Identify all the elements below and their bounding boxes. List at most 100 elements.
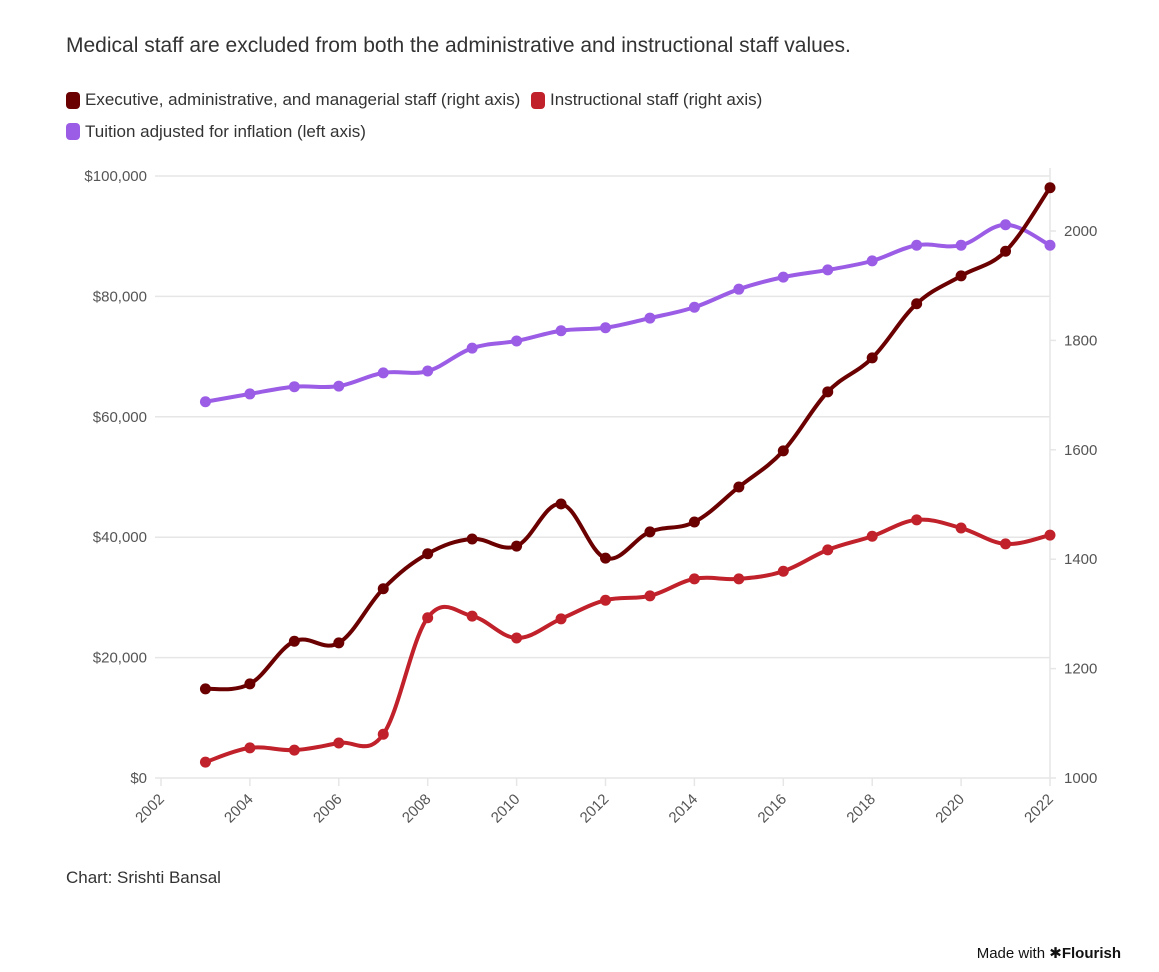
data-point-tuition	[688, 301, 700, 313]
data-point-tuition	[244, 388, 256, 400]
data-point-tuition	[911, 239, 923, 251]
right-axis-tick-label: 1800	[1064, 332, 1097, 349]
data-point-instructional-staff	[644, 590, 656, 602]
data-point-instructional-staff	[288, 744, 300, 756]
data-point-tuition	[1000, 219, 1012, 231]
legend: Executive, administrative, and manageria…	[66, 86, 966, 149]
legend-label: Tuition adjusted for inflation (left axi…	[85, 121, 366, 141]
x-axis-tick-label: 2022	[1021, 791, 1057, 827]
data-point-tuition	[288, 381, 300, 393]
data-point-tuition	[822, 264, 834, 276]
data-point-instructional-staff	[822, 544, 834, 556]
data-point-instructional-staff	[866, 530, 878, 542]
right-axis-tick-label: 1000	[1064, 770, 1097, 787]
data-point-instructional-staff	[1000, 538, 1012, 550]
data-point-tuition	[333, 380, 345, 392]
data-point-executive-staff	[955, 270, 967, 282]
data-point-executive-staff	[199, 683, 211, 695]
data-point-instructional-staff	[733, 573, 745, 585]
data-point-tuition	[866, 255, 878, 267]
legend-swatch-instructional-staff	[531, 91, 546, 109]
data-point-instructional-staff	[955, 522, 967, 534]
data-point-executive-staff	[1044, 182, 1056, 194]
data-point-tuition	[199, 396, 211, 408]
left-axis-tick-label: $40,000	[93, 529, 147, 546]
x-axis-tick-label: 2004	[221, 791, 257, 827]
right-axis-tick-label: 2000	[1064, 223, 1097, 240]
data-point-instructional-staff	[777, 565, 789, 577]
data-point-executive-staff	[377, 583, 389, 595]
data-point-executive-staff	[733, 481, 745, 493]
data-point-instructional-staff	[199, 756, 211, 768]
data-point-executive-staff	[466, 533, 478, 545]
right-axis-tick-label: 1200	[1064, 661, 1097, 678]
data-point-tuition	[733, 283, 745, 295]
x-axis-tick-label: 2018	[843, 791, 879, 827]
data-point-instructional-staff	[555, 613, 567, 625]
legend-swatch-executive-staff	[66, 91, 80, 109]
left-axis-tick-label: $80,000	[93, 288, 147, 305]
chart-subtitle: Medical staff are excluded from both the…	[66, 34, 851, 57]
x-axis-tick-label: 2006	[310, 791, 346, 827]
data-point-executive-staff	[555, 498, 567, 510]
data-point-instructional-staff	[422, 612, 434, 624]
x-axis-tick-label: 2010	[488, 791, 524, 827]
series-line-instructional-staff	[203, 517, 1052, 765]
data-point-instructional-staff	[244, 742, 256, 754]
data-point-instructional-staff	[466, 610, 478, 622]
legend-label: Instructional staff (right axis)	[550, 90, 763, 109]
data-point-executive-staff	[644, 526, 656, 538]
asterisk-icon: ✱	[1049, 945, 1062, 962]
legend-item-instructional-staff[interactable]: Instructional staff (right axis)	[531, 86, 762, 114]
left-axis-tick-label: $100,000	[84, 168, 147, 185]
chart-credit: Chart: Srishti Bansal	[66, 868, 221, 887]
legend-swatch-tuition	[66, 123, 80, 140]
data-point-tuition	[377, 367, 389, 379]
data-point-instructional-staff	[377, 728, 389, 740]
made-with-flourish[interactable]: Made with ✱Flourish	[977, 944, 1121, 962]
data-point-instructional-staff	[1044, 529, 1056, 541]
data-point-executive-staff	[333, 637, 345, 649]
left-axis-tick-label: $60,000	[93, 409, 147, 426]
legend-label: Executive, administrative, and manageria…	[85, 90, 521, 109]
data-point-tuition	[955, 239, 967, 251]
x-axis-tick-label: 2008	[399, 791, 435, 827]
made-with-text: Made with	[976, 945, 1046, 962]
data-point-instructional-staff	[688, 573, 700, 585]
data-point-executive-staff	[288, 635, 300, 647]
data-point-tuition	[422, 365, 434, 377]
data-point-executive-staff	[777, 445, 789, 457]
x-axis-tick-label: 2012	[577, 791, 613, 827]
data-point-executive-staff	[911, 298, 923, 310]
data-point-instructional-staff	[600, 594, 611, 606]
legend-item-tuition[interactable]: Tuition adjusted for inflation (left axi…	[66, 118, 366, 146]
data-point-executive-staff	[688, 516, 700, 528]
data-point-executive-staff	[244, 678, 256, 690]
right-axis-tick-label: 1600	[1064, 442, 1097, 459]
data-point-instructional-staff	[911, 514, 923, 526]
flourish-brand: Flourish	[1061, 945, 1121, 962]
x-axis-tick-label: 2002	[132, 791, 168, 827]
data-point-tuition	[511, 335, 523, 347]
series-line-executive-staff	[203, 185, 1052, 692]
data-point-instructional-staff	[511, 632, 523, 644]
data-point-tuition	[555, 325, 567, 337]
data-point-executive-staff	[600, 552, 611, 564]
data-point-tuition	[600, 322, 611, 334]
legend-item-executive-staff[interactable]: Executive, administrative, and manageria…	[66, 86, 520, 114]
data-point-tuition	[644, 312, 656, 324]
data-point-executive-staff	[1000, 245, 1012, 257]
data-point-tuition	[1044, 239, 1056, 251]
data-point-instructional-staff	[333, 737, 345, 749]
data-point-executive-staff	[511, 540, 523, 552]
x-axis-tick-label: 2016	[755, 791, 791, 827]
series-line-tuition	[203, 222, 1052, 404]
x-axis-tick-label: 2014	[666, 791, 702, 827]
left-axis-tick-label: $0	[130, 770, 147, 787]
data-point-executive-staff	[422, 548, 434, 560]
data-point-executive-staff	[866, 352, 878, 364]
x-axis-tick-label: 2020	[932, 791, 968, 827]
left-axis-tick-label: $20,000	[93, 650, 147, 667]
data-point-tuition	[466, 342, 478, 354]
